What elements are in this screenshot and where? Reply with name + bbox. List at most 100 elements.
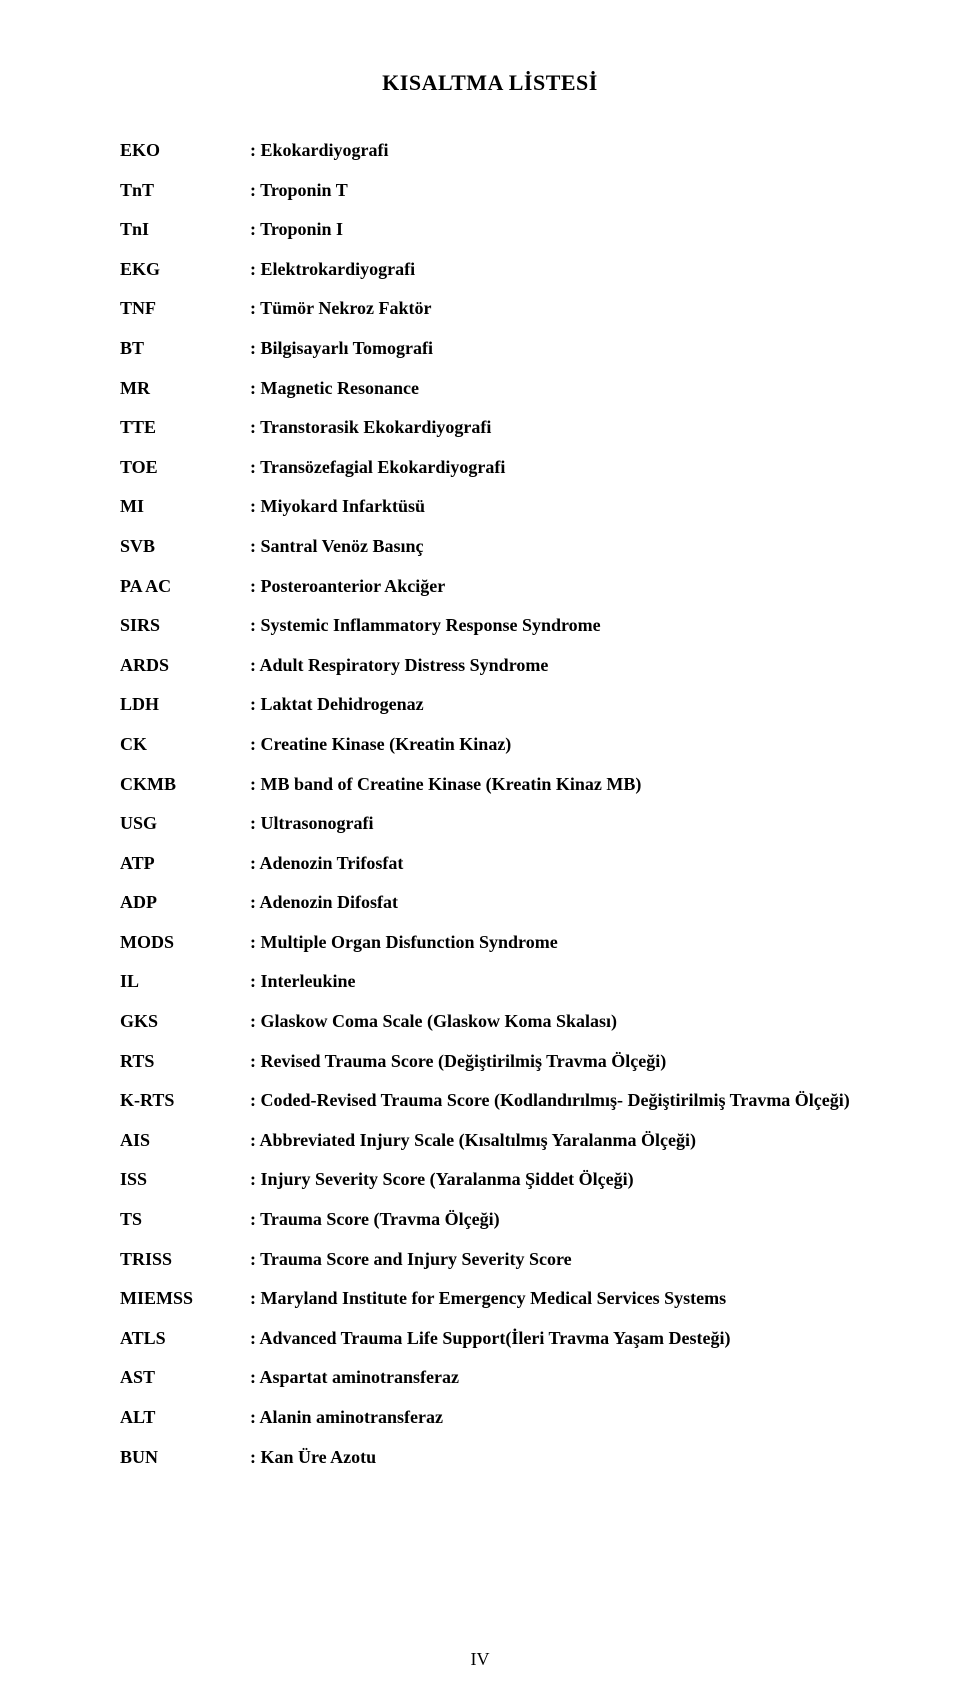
abbr-label: SIRS	[120, 613, 250, 637]
abbr-definition: : Revised Trauma Score (Değiştirilmiş Tr…	[250, 1049, 860, 1073]
abbr-definition: : Alanin aminotransferaz	[250, 1405, 860, 1429]
abbr-definition: : Glaskow Coma Scale (Glaskow Koma Skala…	[250, 1009, 860, 1033]
abbr-label: CK	[120, 732, 250, 756]
abbr-label: ATLS	[120, 1326, 250, 1350]
list-item: SIRS: Systemic Inflammatory Response Syn…	[120, 613, 860, 637]
abbr-label: BUN	[120, 1445, 250, 1469]
list-item: MODS: Multiple Organ Disfunction Syndrom…	[120, 930, 860, 954]
abbr-definition: : Adult Respiratory Distress Syndrome	[250, 653, 860, 677]
list-item: ISS: Injury Severity Score (Yaralanma Şi…	[120, 1167, 860, 1191]
abbr-definition: : Systemic Inflammatory Response Syndrom…	[250, 613, 860, 637]
abbr-label: TOE	[120, 455, 250, 479]
list-item: GKS: Glaskow Coma Scale (Glaskow Koma Sk…	[120, 1009, 860, 1033]
abbr-definition: : Injury Severity Score (Yaralanma Şidde…	[250, 1167, 860, 1191]
list-item: ARDS: Adult Respiratory Distress Syndrom…	[120, 653, 860, 677]
abbr-definition: : Ultrasonografi	[250, 811, 860, 835]
abbr-definition: : Magnetic Resonance	[250, 376, 860, 400]
abbr-label: BT	[120, 336, 250, 360]
abbr-definition: : Abbreviated Injury Scale (Kısaltılmış …	[250, 1128, 860, 1152]
abbr-definition: : Troponin T	[250, 178, 860, 202]
list-item: IL: Interleukine	[120, 969, 860, 993]
list-item: TS: Trauma Score (Travma Ölçeği)	[120, 1207, 860, 1231]
list-item: MIEMSS: Maryland Institute for Emergency…	[120, 1286, 860, 1310]
abbr-definition: : Miyokard Infarktüsü	[250, 494, 860, 518]
document-page: KISALTMA LİSTESİ EKO: Ekokardiyografi TnT…	[0, 0, 960, 1698]
page-number: IV	[0, 1649, 960, 1670]
abbr-definition: : Transtorasik Ekokardiyografi	[250, 415, 860, 439]
abbr-label: ALT	[120, 1405, 250, 1429]
list-item: TnT: Troponin T	[120, 178, 860, 202]
list-item: CKMB: MB band of Creatine Kinase (Kreati…	[120, 772, 860, 796]
abbr-label: AST	[120, 1365, 250, 1389]
abbr-label: EKG	[120, 257, 250, 281]
abbr-label: MI	[120, 494, 250, 518]
list-item: K-RTS: Coded-Revised Trauma Score (Kodla…	[120, 1088, 860, 1112]
list-item: ATLS: Advanced Trauma Life Support(İleri…	[120, 1326, 860, 1350]
page-title: KISALTMA LİSTESİ	[120, 70, 860, 96]
list-item: AIS: Abbreviated Injury Scale (Kısaltılm…	[120, 1128, 860, 1152]
abbr-definition: : Creatine Kinase (Kreatin Kinaz)	[250, 732, 860, 756]
abbr-label: TS	[120, 1207, 250, 1231]
abbr-label: TnT	[120, 178, 250, 202]
list-item: AST: Aspartat aminotransferaz	[120, 1365, 860, 1389]
abbr-label: TTE	[120, 415, 250, 439]
list-item: EKG: Elektrokardiyografi	[120, 257, 860, 281]
abbr-label: ADP	[120, 890, 250, 914]
abbr-definition: : Tümör Nekroz Faktör	[250, 296, 860, 320]
abbr-label: ISS	[120, 1167, 250, 1191]
abbr-label: TRISS	[120, 1247, 250, 1271]
abbr-label: MR	[120, 376, 250, 400]
abbr-definition: : Trauma Score and Injury Severity Score	[250, 1247, 860, 1271]
abbr-definition: : Interleukine	[250, 969, 860, 993]
list-item: TTE: Transtorasik Ekokardiyografi	[120, 415, 860, 439]
abbr-label: MODS	[120, 930, 250, 954]
abbr-label: ARDS	[120, 653, 250, 677]
list-item: ALT: Alanin aminotransferaz	[120, 1405, 860, 1429]
list-item: EKO: Ekokardiyografi	[120, 138, 860, 162]
abbr-definition: : Adenozin Trifosfat	[250, 851, 860, 875]
abbr-label: RTS	[120, 1049, 250, 1073]
abbr-definition: : Aspartat aminotransferaz	[250, 1365, 860, 1389]
abbreviation-list: EKO: EkokardiyografiTnT: Troponin TTnI: …	[120, 138, 860, 1469]
list-item: TnI: Troponin I	[120, 217, 860, 241]
abbr-label: AIS	[120, 1128, 250, 1152]
list-item: RTS: Revised Trauma Score (Değiştirilmiş…	[120, 1049, 860, 1073]
list-item: PA AC: Posteroanterior Akciğer	[120, 574, 860, 598]
abbr-label: IL	[120, 969, 250, 993]
list-item: TOE: Transözefagial Ekokardiyografi	[120, 455, 860, 479]
list-item: TRISS: Trauma Score and Injury Severity …	[120, 1247, 860, 1271]
abbr-definition: : Maryland Institute for Emergency Medic…	[250, 1286, 860, 1310]
list-item: LDH: Laktat Dehidrogenaz	[120, 692, 860, 716]
list-item: ATP: Adenozin Trifosfat	[120, 851, 860, 875]
abbr-label: EKO	[120, 138, 250, 162]
abbr-label: K-RTS	[120, 1088, 250, 1112]
abbr-label: PA AC	[120, 574, 250, 598]
list-item: BT: Bilgisayarlı Tomografi	[120, 336, 860, 360]
abbr-definition: : MB band of Creatine Kinase (Kreatin Ki…	[250, 772, 860, 796]
abbr-definition: : Laktat Dehidrogenaz	[250, 692, 860, 716]
abbr-definition: : Adenozin Difosfat	[250, 890, 860, 914]
abbr-definition: : Bilgisayarlı Tomografi	[250, 336, 860, 360]
list-item: BUN: Kan Üre Azotu	[120, 1445, 860, 1469]
abbr-label: MIEMSS	[120, 1286, 250, 1310]
abbr-label: USG	[120, 811, 250, 835]
abbr-label: CKMB	[120, 772, 250, 796]
list-item: MI: Miyokard Infarktüsü	[120, 494, 860, 518]
abbr-label: ATP	[120, 851, 250, 875]
abbr-definition: : Posteroanterior Akciğer	[250, 574, 860, 598]
abbr-definition: : Elektrokardiyografi	[250, 257, 860, 281]
abbr-label: SVB	[120, 534, 250, 558]
abbr-definition: : Advanced Trauma Life Support(İleri Tra…	[250, 1326, 860, 1350]
abbr-definition: : Kan Üre Azotu	[250, 1445, 860, 1469]
abbr-definition: : Coded-Revised Trauma Score (Kodlandırı…	[250, 1088, 860, 1112]
list-item: SVB: Santral Venöz Basınç	[120, 534, 860, 558]
list-item: TNF: Tümör Nekroz Faktör	[120, 296, 860, 320]
abbr-definition: : Multiple Organ Disfunction Syndrome	[250, 930, 860, 954]
abbr-label: LDH	[120, 692, 250, 716]
list-item: MR: Magnetic Resonance	[120, 376, 860, 400]
abbr-definition: : Transözefagial Ekokardiyografi	[250, 455, 860, 479]
abbr-label: TnI	[120, 217, 250, 241]
abbr-definition: : Santral Venöz Basınç	[250, 534, 860, 558]
list-item: ADP: Adenozin Difosfat	[120, 890, 860, 914]
abbr-definition: : Trauma Score (Travma Ölçeği)	[250, 1207, 860, 1231]
